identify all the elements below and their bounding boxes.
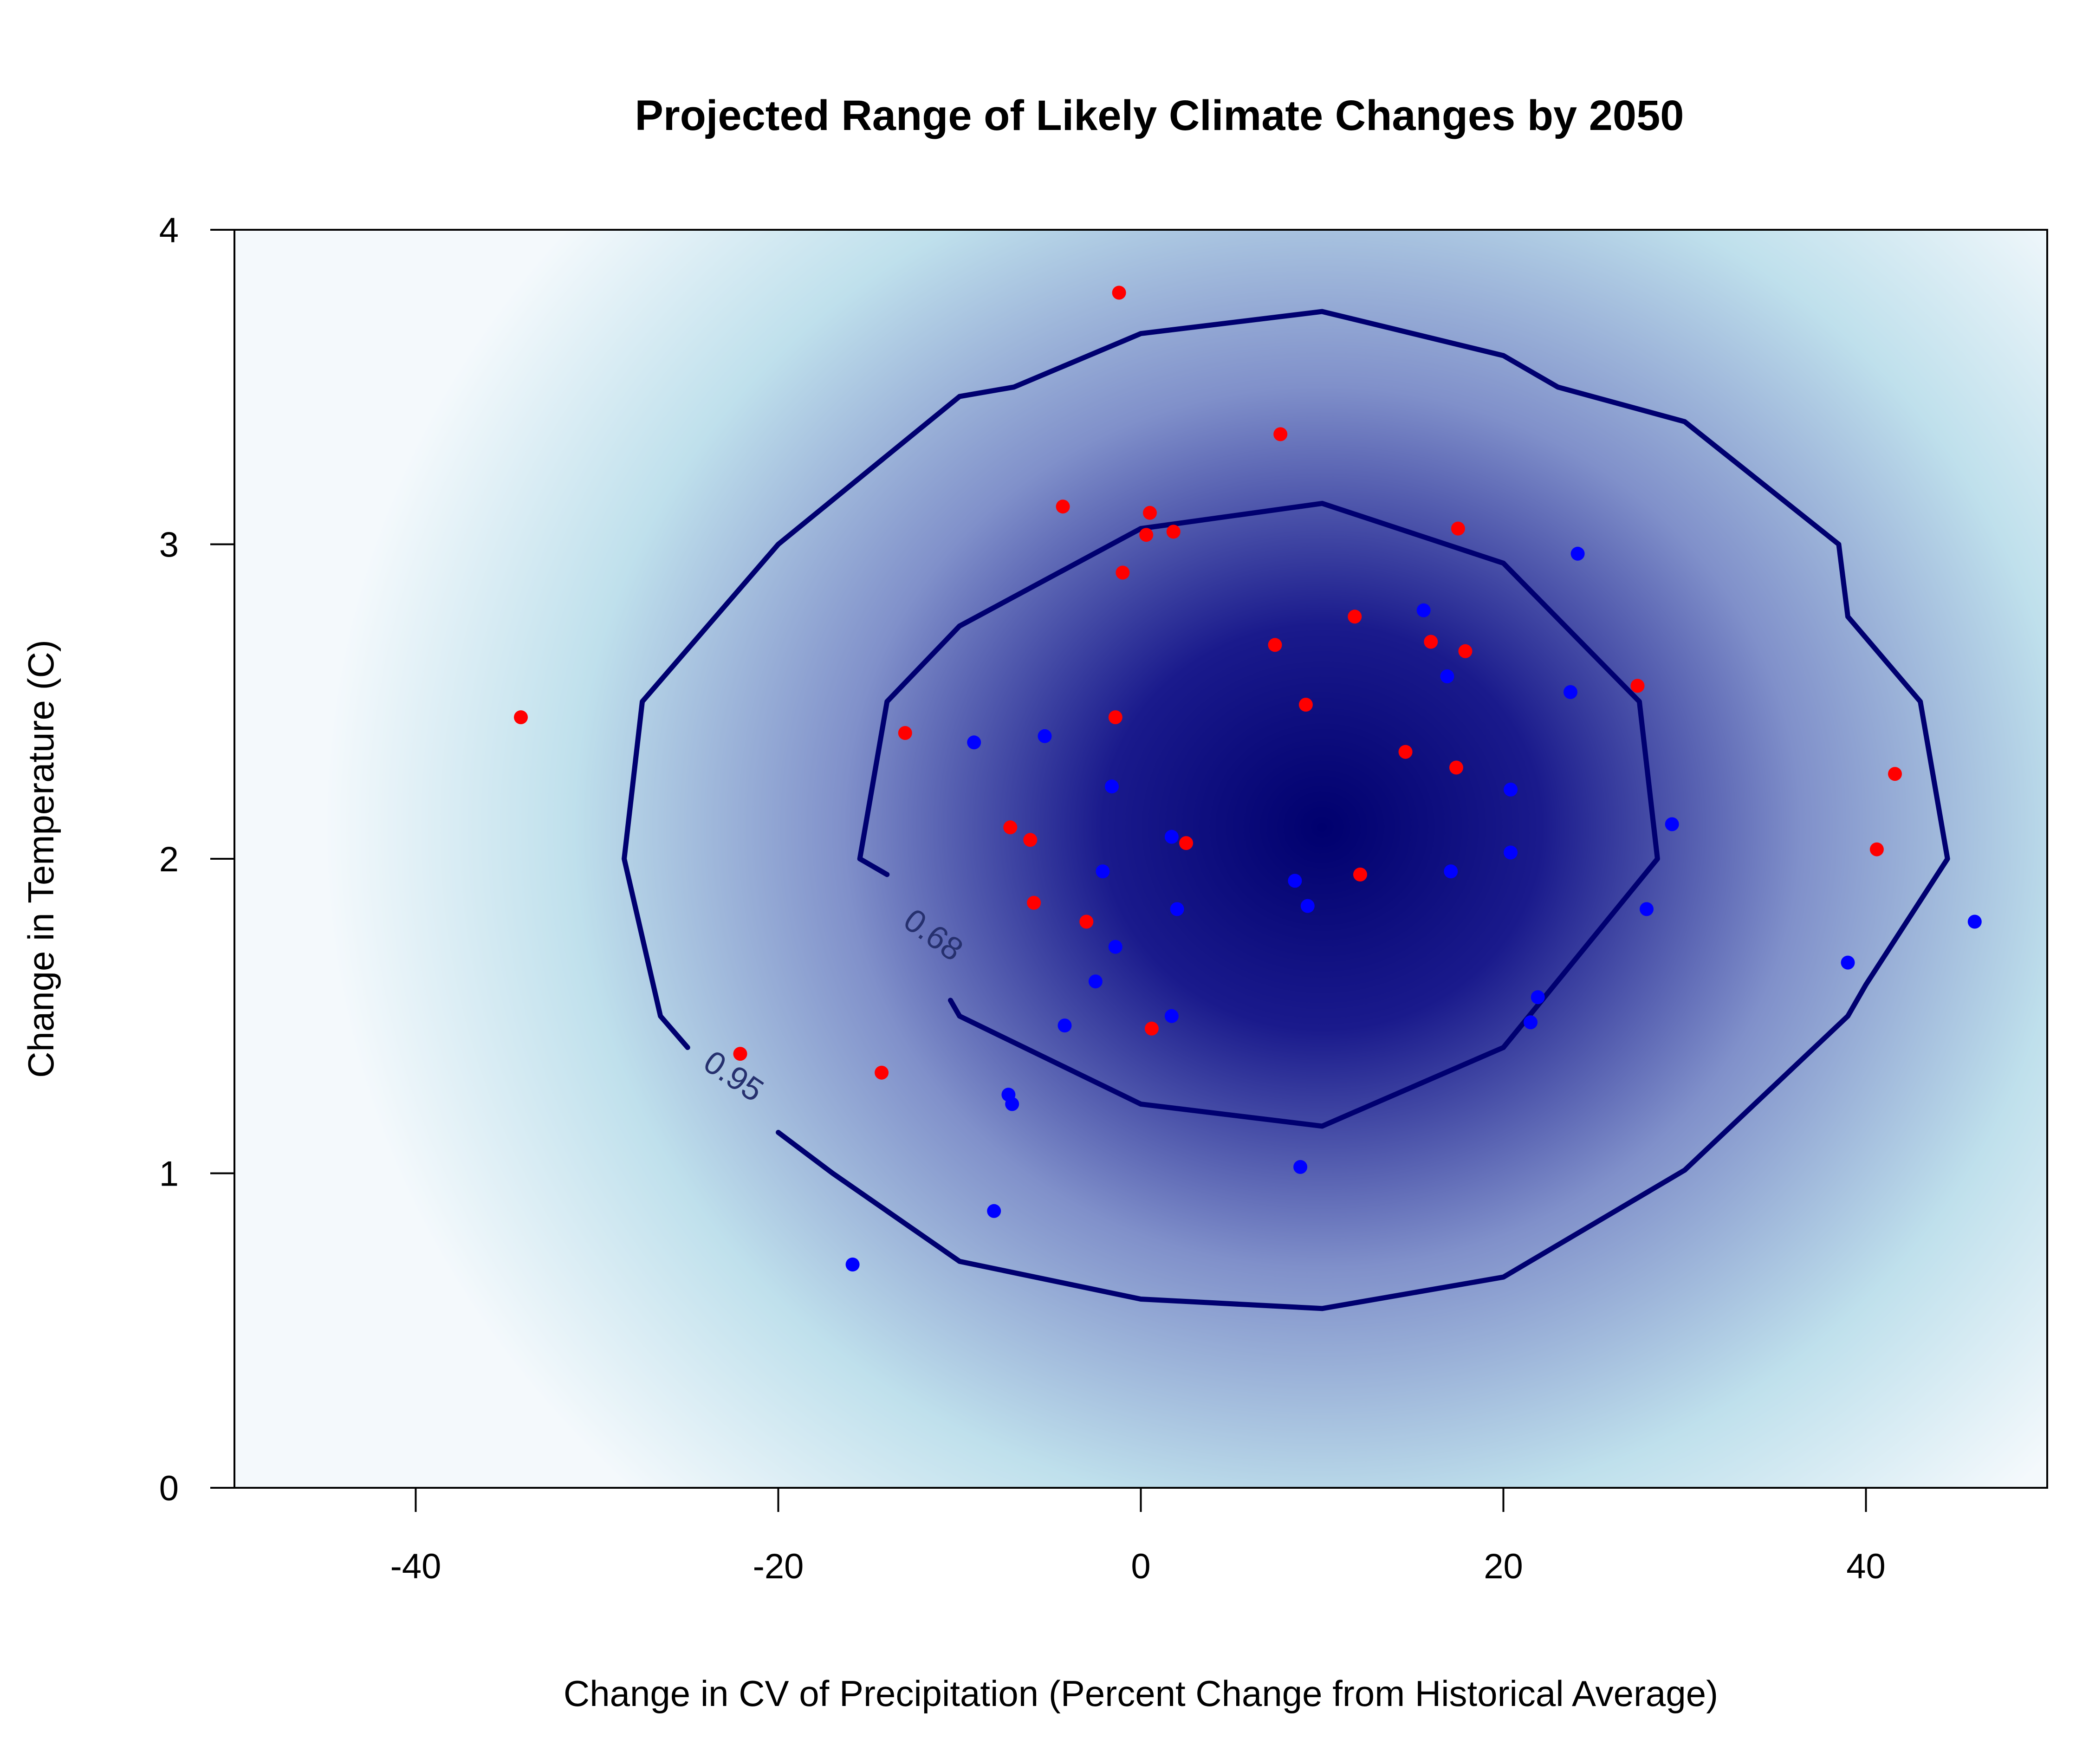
data-point xyxy=(1096,864,1110,879)
data-point xyxy=(1268,638,1282,652)
data-point xyxy=(1640,902,1654,916)
data-point xyxy=(1869,842,1884,856)
x-axis-label: Change in CV of Precipitation (Percent C… xyxy=(564,1673,1718,1714)
data-point xyxy=(1531,990,1545,1005)
data-point xyxy=(1005,1097,1019,1111)
data-point xyxy=(1038,729,1052,743)
data-point xyxy=(1288,874,1302,888)
data-point xyxy=(1300,899,1315,913)
data-point xyxy=(1298,698,1313,712)
point-series-1 xyxy=(514,285,1902,1080)
data-point xyxy=(1088,974,1103,989)
contour-line-0-68 xyxy=(857,500,1660,1129)
data-point xyxy=(1112,285,1126,300)
data-point xyxy=(1444,864,1458,879)
data-point xyxy=(1841,955,1855,970)
density-field xyxy=(234,230,2047,1488)
y-tick-label: 2 xyxy=(159,840,179,879)
data-point xyxy=(875,1065,889,1080)
data-point xyxy=(967,735,981,750)
data-point xyxy=(1416,603,1431,617)
point-series-2 xyxy=(845,546,1982,1271)
x-tick-label: -20 xyxy=(753,1547,804,1586)
contour-layer xyxy=(622,309,1950,1311)
data-point xyxy=(1164,830,1179,844)
data-point xyxy=(1570,546,1585,561)
data-point xyxy=(1003,820,1018,835)
x-axis: -40 -20 0 20 40 xyxy=(390,1487,1886,1586)
x-tick-label: 0 xyxy=(1131,1547,1150,1586)
data-point xyxy=(1139,528,1154,542)
data-point xyxy=(1170,902,1184,916)
data-point xyxy=(1665,817,1679,831)
data-point xyxy=(1108,710,1122,725)
data-point xyxy=(1504,782,1518,797)
data-point xyxy=(1524,1015,1538,1030)
data-point xyxy=(1888,767,1902,781)
x-tick-label: 40 xyxy=(1846,1547,1886,1586)
data-point xyxy=(898,726,912,740)
data-point xyxy=(1398,745,1413,759)
point-layer xyxy=(514,285,1982,1271)
data-point xyxy=(987,1204,1001,1218)
data-point xyxy=(1056,499,1070,514)
y-axis-label: Change in Temperature (C) xyxy=(20,640,61,1078)
data-point xyxy=(1451,521,1465,536)
data-point xyxy=(1179,836,1194,850)
data-point xyxy=(1143,506,1157,520)
data-point xyxy=(1353,867,1367,882)
data-point xyxy=(1027,895,1041,910)
data-point xyxy=(1023,833,1038,847)
data-point xyxy=(1630,679,1645,693)
data-point xyxy=(1348,610,1362,624)
chart-title: Projected Range of Likely Climate Change… xyxy=(635,92,1684,139)
data-point xyxy=(1164,1009,1179,1023)
data-point xyxy=(1079,914,1094,929)
data-point xyxy=(1564,685,1577,699)
data-point xyxy=(514,710,528,725)
data-point xyxy=(1108,940,1122,954)
data-point xyxy=(845,1258,860,1271)
data-point xyxy=(1116,565,1130,580)
data-point xyxy=(1458,644,1473,658)
y-axis: 0 1 2 3 4 xyxy=(159,211,235,1508)
data-point xyxy=(1166,525,1181,539)
contour-line-0-95 xyxy=(622,309,1950,1311)
data-point xyxy=(1293,1160,1308,1174)
plot-area: 0.950.68 xyxy=(234,229,2048,1489)
data-point xyxy=(1967,914,1982,929)
y-tick-label: 0 xyxy=(159,1469,179,1508)
data-point xyxy=(1057,1018,1072,1033)
x-tick-label: 20 xyxy=(1484,1547,1523,1586)
x-tick-label: -40 xyxy=(390,1547,441,1586)
y-tick-label: 4 xyxy=(159,211,179,250)
data-point xyxy=(733,1047,747,1061)
y-tick-label: 3 xyxy=(159,525,179,565)
data-point xyxy=(1449,760,1463,775)
y-tick-label: 1 xyxy=(159,1154,179,1194)
data-point xyxy=(1440,669,1454,683)
data-point xyxy=(1105,779,1119,794)
data-point xyxy=(1273,427,1288,441)
data-point xyxy=(1504,845,1518,860)
data-point xyxy=(1424,635,1438,649)
data-point xyxy=(1144,1021,1159,1036)
